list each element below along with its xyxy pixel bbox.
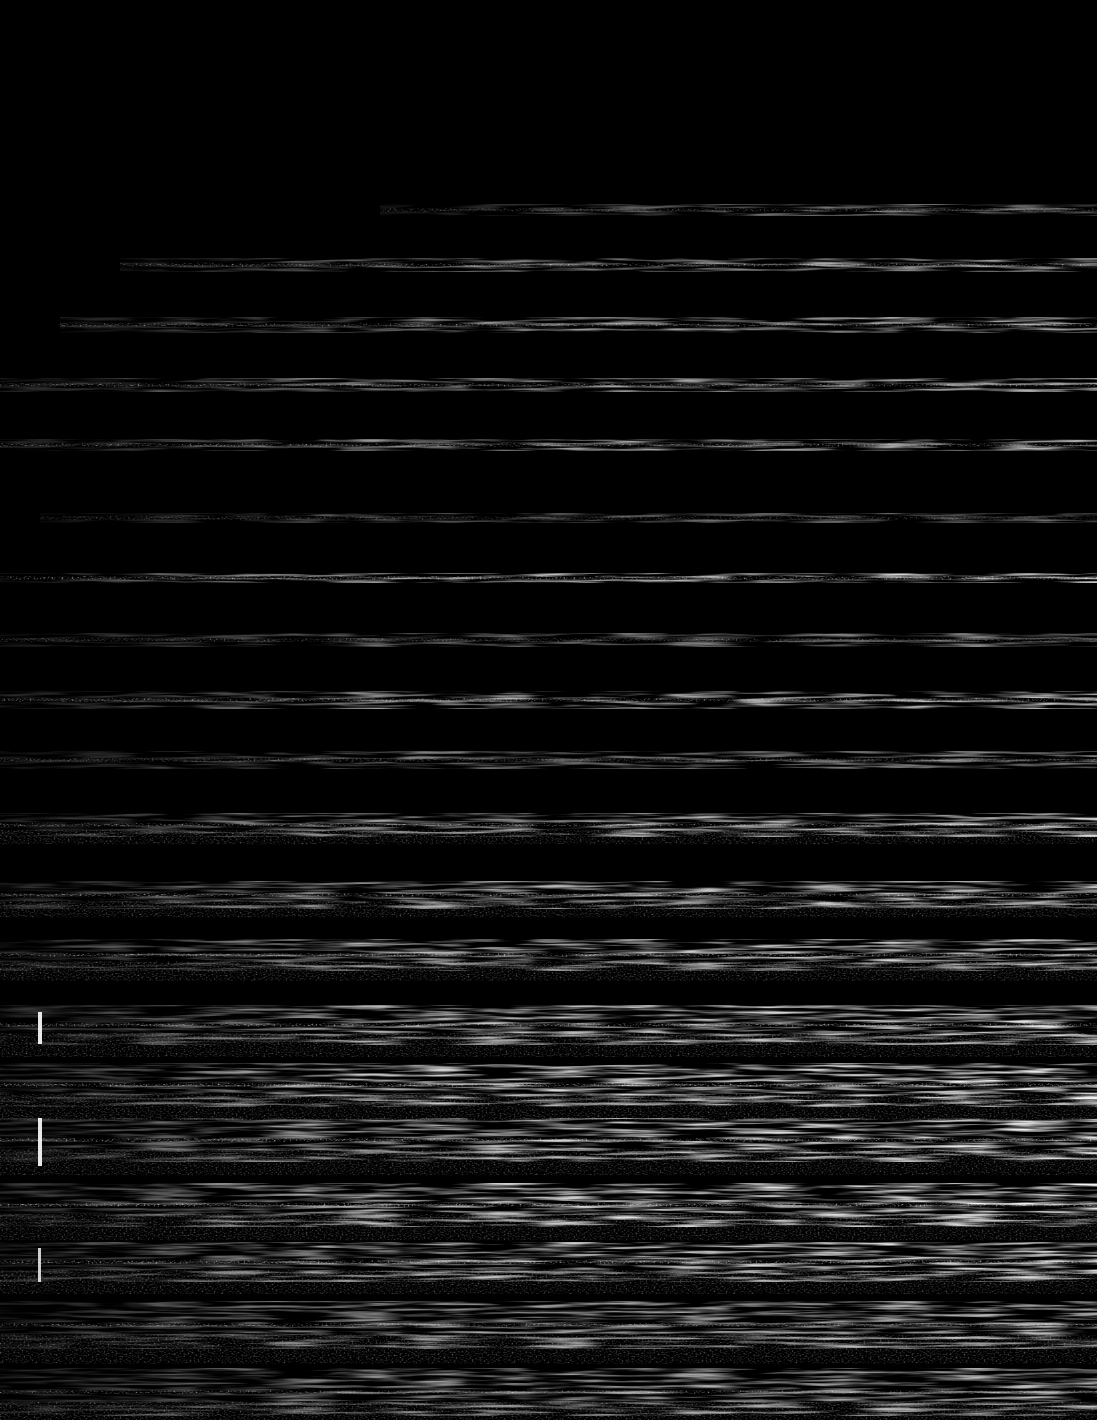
mark [38, 1118, 42, 1166]
page: (() => { const g = document.getElementBy… [0, 0, 1097, 1420]
streak-band [0, 384, 1097, 387]
mark [38, 1248, 41, 1282]
streak-band [40, 517, 1097, 520]
streak-band [0, 961, 1097, 980]
streak-band [0, 1335, 1097, 1364]
streak-band [0, 901, 1097, 918]
mark [38, 1012, 42, 1044]
streak-band [0, 759, 1097, 762]
streak-band [0, 1214, 1097, 1240]
streak-band [0, 1204, 1097, 1207]
streak-band [0, 954, 1097, 957]
streak-band [0, 1084, 1097, 1087]
streak-band [0, 894, 1097, 897]
streak-band [0, 824, 1097, 827]
streak-band [0, 444, 1097, 447]
streak-band [0, 1094, 1097, 1120]
streak-band [0, 639, 1097, 642]
streak-band [60, 324, 1097, 327]
streak-band [0, 1270, 1097, 1294]
streak-band [0, 1149, 1097, 1175]
streak-band [0, 1324, 1097, 1327]
streak-band [0, 1402, 1097, 1420]
streak-band [120, 264, 1097, 267]
streak-band [0, 830, 1097, 844]
streak-band [0, 699, 1097, 702]
streak-band [0, 577, 1097, 580]
streak-band [0, 1033, 1097, 1057]
streak-band [0, 1024, 1097, 1027]
streak-band [0, 1261, 1097, 1264]
streak-band [0, 1391, 1097, 1394]
streak-image [0, 0, 1097, 1420]
streak-band [380, 209, 1097, 212]
streak-band [0, 1139, 1097, 1142]
